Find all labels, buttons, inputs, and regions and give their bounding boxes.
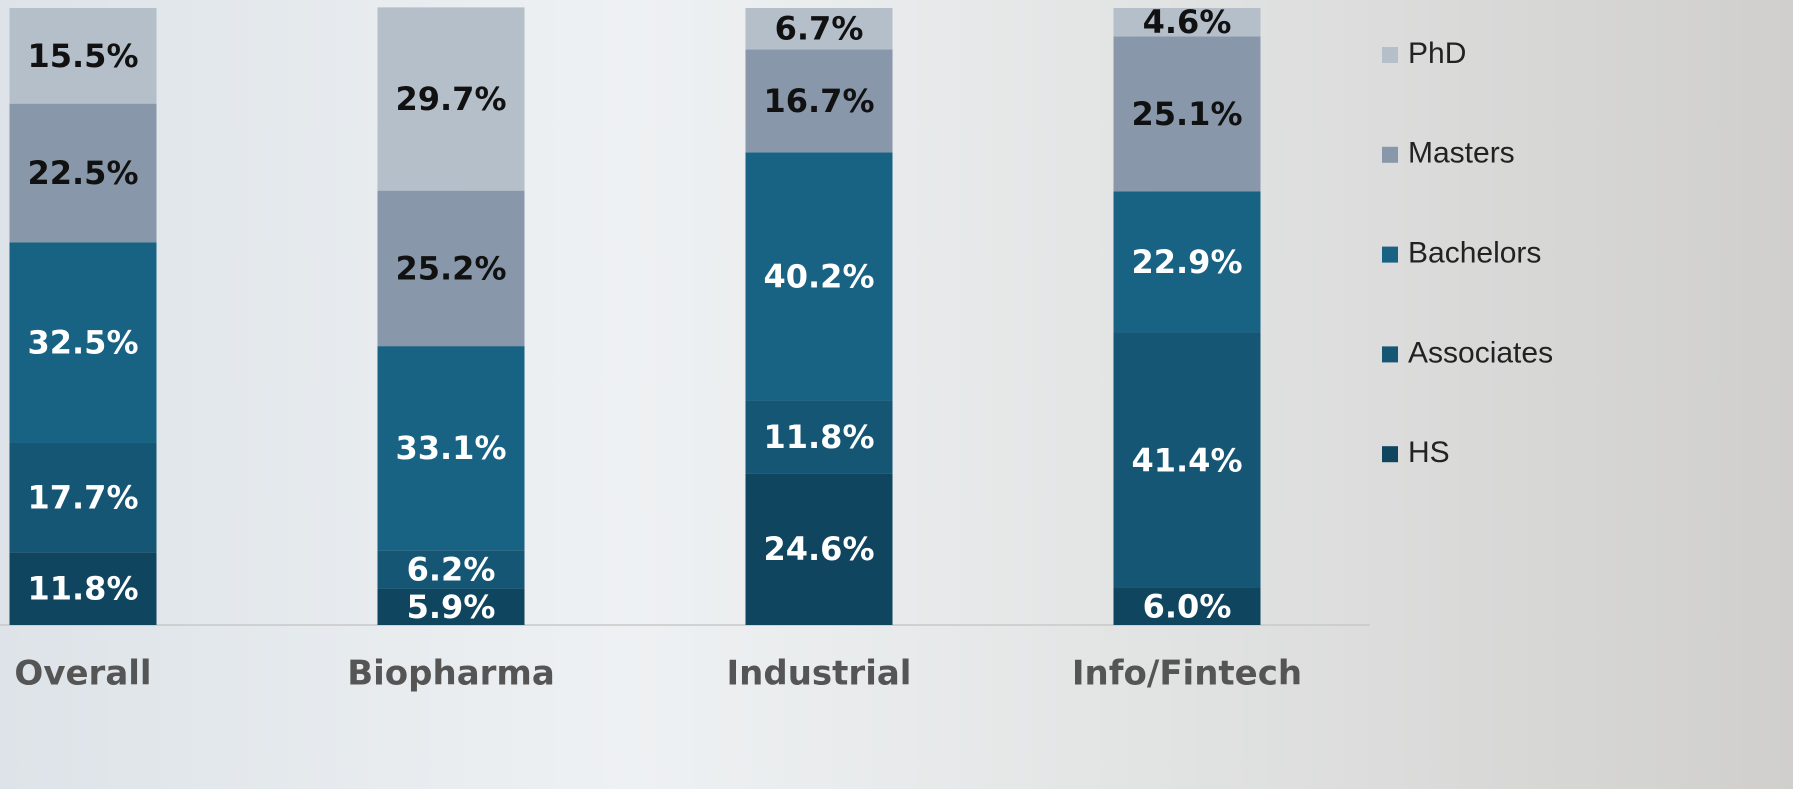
value-label: 22.9%	[1131, 243, 1242, 281]
x-tick-label: Biopharma	[347, 654, 555, 694]
legend-swatch	[1382, 47, 1398, 63]
value-label: 11.8%	[763, 418, 874, 456]
value-label: 11.8%	[27, 570, 138, 608]
value-label: 40.2%	[763, 257, 874, 295]
value-label: 25.2%	[395, 249, 506, 287]
value-label: 5.9%	[407, 588, 496, 626]
legend-label: Associates	[1408, 336, 1553, 369]
value-label: 25.1%	[1131, 95, 1242, 133]
value-label: 22.5%	[27, 154, 138, 192]
value-label: 33.1%	[395, 429, 506, 467]
legend-label: HS	[1408, 436, 1450, 469]
x-tick-label: Overall	[14, 654, 151, 694]
x-tick-label: Info/Fintech	[1072, 654, 1302, 694]
value-label: 15.5%	[27, 37, 138, 75]
legend-label: Bachelors	[1408, 237, 1541, 270]
value-label: 6.2%	[407, 550, 496, 588]
value-label: 16.7%	[763, 82, 874, 120]
value-label: 29.7%	[395, 80, 506, 118]
value-label: 6.0%	[1143, 587, 1232, 625]
legend-swatch	[1382, 247, 1398, 263]
chart: 11.8% 17.7% 32.5% 22.5% 15.5% Overall 5.9%6.2%…	[0, 0, 1793, 789]
value-label: 32.5%	[27, 324, 138, 362]
legend-label: PhD	[1408, 37, 1466, 70]
legend-swatch	[1382, 446, 1398, 462]
x-tick-label: Industrial	[727, 654, 912, 694]
value-label: 17.7%	[27, 479, 138, 517]
legend-swatch	[1382, 346, 1398, 362]
value-label: 4.6%	[1143, 3, 1232, 41]
legend-label: Masters	[1408, 137, 1515, 170]
legend-swatch	[1382, 147, 1398, 163]
value-label: 24.6%	[763, 530, 874, 568]
value-label: 41.4%	[1131, 441, 1242, 479]
value-label: 6.7%	[775, 10, 864, 48]
